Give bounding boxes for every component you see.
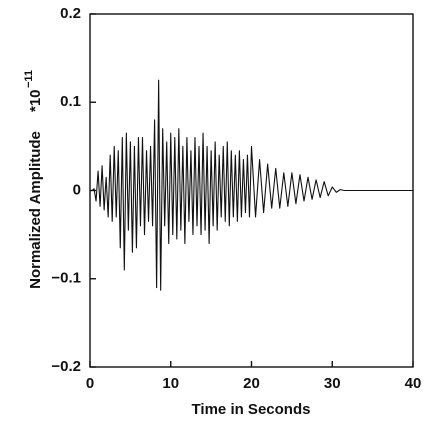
y-tick-label: −0.2 — [51, 358, 81, 375]
y-tick-label: 0 — [73, 181, 81, 198]
y-tick-label: −0.1 — [51, 270, 81, 287]
y-axis-title: Normalized Amplitude *10 −11 — [23, 70, 44, 289]
x-tick-label: 0 — [86, 375, 94, 392]
x-tick-label: 20 — [243, 375, 260, 392]
y-tick-label: 0.2 — [60, 5, 81, 22]
y-scale-label: *10 — [27, 89, 44, 112]
x-tick-label: 30 — [324, 375, 341, 392]
line — [90, 79, 413, 291]
y-scale-exponent: −11 — [23, 70, 35, 88]
x-tick-label: 10 — [162, 375, 179, 392]
y-tick-label: 0.1 — [60, 93, 81, 110]
x-axis-label: Time in Seconds — [192, 401, 311, 418]
x-tick-label: 40 — [405, 375, 422, 392]
y-axis-label: Normalized Amplitude — [27, 131, 44, 289]
